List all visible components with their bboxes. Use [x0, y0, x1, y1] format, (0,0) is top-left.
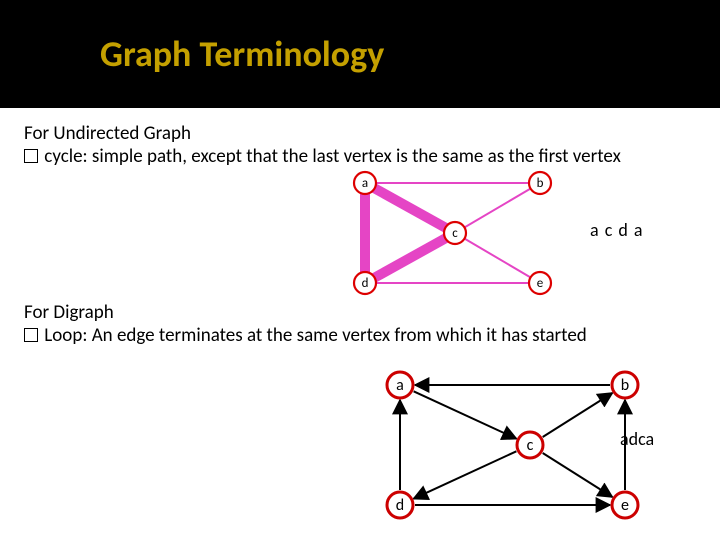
svg-text:a: a	[362, 176, 368, 191]
section1-term: cycle	[44, 145, 82, 168]
svg-text:c: c	[452, 226, 458, 241]
svg-text:d: d	[396, 496, 404, 515]
svg-text:e: e	[537, 276, 543, 291]
slide-header: Graph Terminology	[0, 0, 720, 108]
directed-graph: a b c d e	[370, 363, 660, 533]
cycle-path-2: adca	[620, 428, 654, 450]
svg-text:d: d	[362, 276, 369, 291]
svg-text:c: c	[527, 436, 534, 455]
slide-title: Graph Terminology	[100, 32, 384, 76]
section2-def: : An edge terminates at the same vertex …	[82, 324, 586, 347]
svg-text:e: e	[621, 496, 629, 515]
bullet-icon	[24, 149, 38, 163]
section1-heading: For Undirected Graph	[24, 122, 696, 145]
section2-term: Loop	[44, 324, 82, 347]
svg-text:b: b	[621, 376, 629, 395]
slide-content: For Undirected Graph cycle: simple path,…	[0, 108, 720, 348]
bullet-icon	[24, 328, 38, 342]
section2-body: Loop: An edge terminates at the same ver…	[24, 324, 696, 348]
svg-text:b: b	[537, 176, 544, 191]
cycle-path-1: a c d a	[590, 219, 644, 241]
svg-text:a: a	[396, 376, 404, 395]
undirected-graph: a b c d e	[335, 163, 575, 308]
